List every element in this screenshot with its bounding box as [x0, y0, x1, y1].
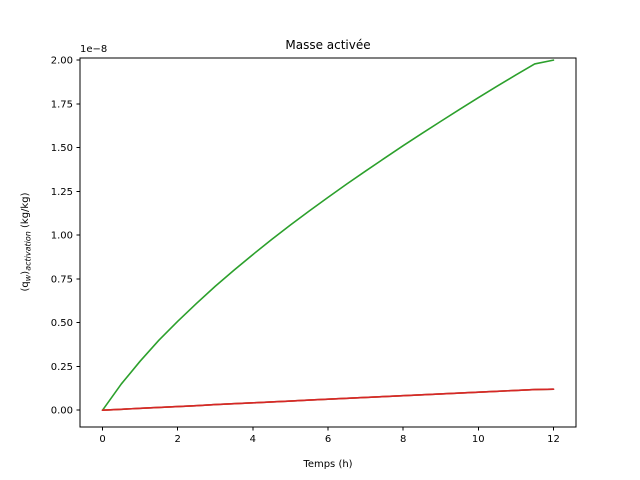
y-axis-label: (qw)activation (kg/kg) [20, 192, 33, 291]
x-axis-label: Temps (h) [302, 459, 352, 470]
x-tick-label: 10 [472, 434, 485, 445]
y-tick-label: 1.25 [51, 187, 73, 198]
series-layer [101, 59, 555, 412]
y-tick-label: 1.00 [51, 231, 73, 242]
y-tick-label: 2.00 [51, 56, 73, 67]
y-axis-label-main: (q [20, 281, 31, 291]
series-line-4 [101, 388, 555, 412]
y-axis-label-sub-w: w [24, 274, 33, 281]
x-tick-label: 12 [547, 434, 560, 445]
y-axis-label-unit: (kg/kg) [20, 192, 31, 231]
y-tick-label: 0.00 [51, 406, 73, 417]
x-tick-label: 0 [99, 434, 105, 445]
x-tick-label: 6 [325, 434, 331, 445]
y-axis-label-sub-activation: activation [24, 231, 33, 271]
y-axis-multiplier: 1e−8 [80, 44, 107, 55]
y-axis-label-close: ) [20, 271, 31, 275]
chart-title: Masse activée [285, 38, 370, 52]
y-tick-label: 0.25 [51, 362, 73, 373]
y-tick-label: 1.75 [51, 99, 73, 110]
x-tick-label: 2 [175, 434, 181, 445]
y-tick-label: 0.50 [51, 318, 73, 329]
series-line-1 [101, 59, 555, 412]
y-tick-label: 1.50 [51, 143, 73, 154]
y-tick-label: 0.75 [51, 274, 73, 285]
y-axis-ticks: 0.00 0.25 0.50 0.75 1.00 1.25 1.50 1.75 2.00 [51, 56, 80, 417]
x-tick-label: 4 [250, 434, 256, 445]
x-axis-ticks: 0 2 4 6 8 10 12 [99, 427, 560, 445]
x-tick-label: 8 [400, 434, 406, 445]
